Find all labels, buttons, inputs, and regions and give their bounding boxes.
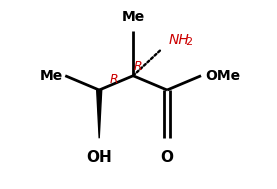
Text: Me: Me [39, 69, 63, 83]
Text: O: O [161, 150, 174, 165]
Text: OMe: OMe [206, 69, 241, 83]
Text: OH: OH [86, 150, 112, 165]
Text: 2: 2 [185, 37, 192, 47]
Text: Me: Me [122, 10, 145, 24]
Polygon shape [97, 90, 102, 138]
Text: R: R [133, 60, 142, 73]
Text: R: R [110, 73, 119, 86]
Text: NH: NH [169, 33, 190, 47]
